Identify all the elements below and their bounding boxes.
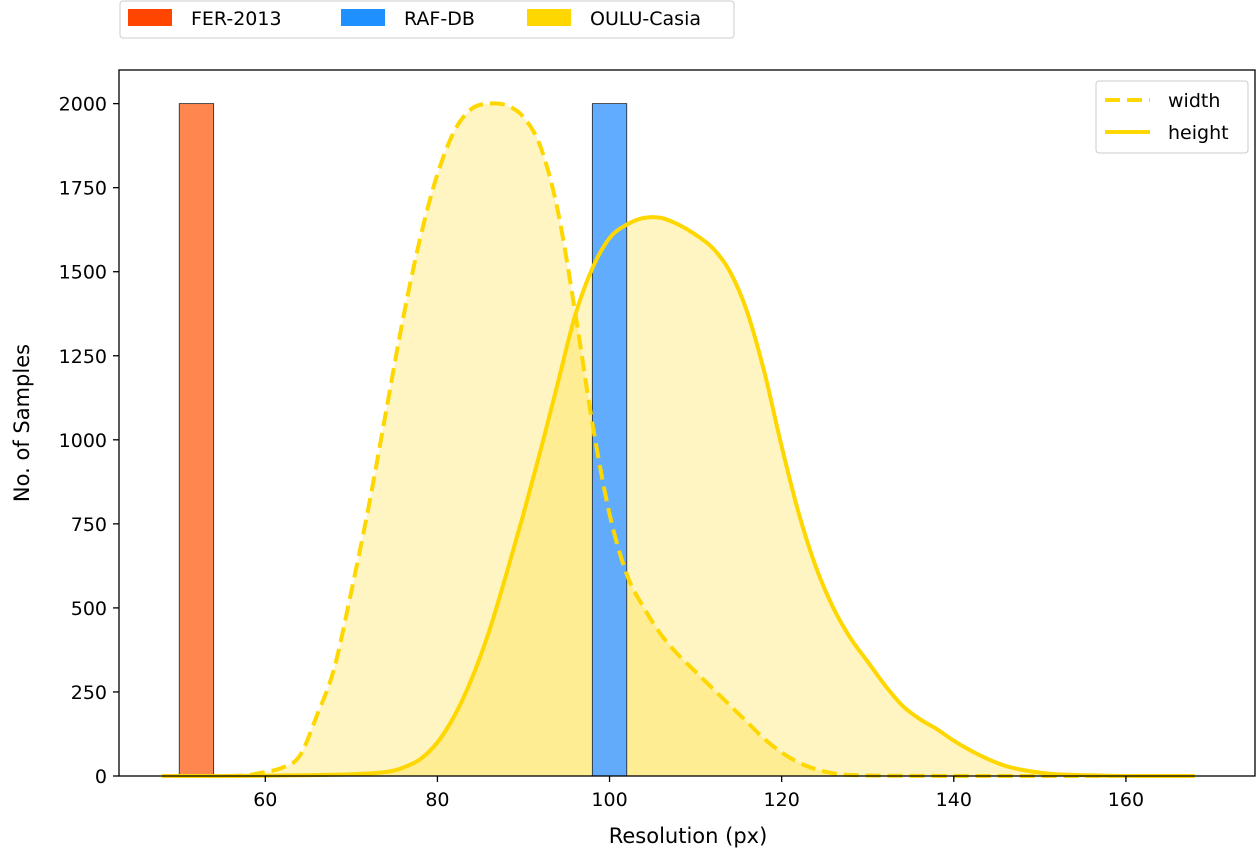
y-tick-label: 0 [95, 766, 107, 788]
y-tick-label: 1250 [59, 346, 107, 368]
legend-label: FER-2013 [191, 8, 282, 30]
x-tick-label: 160 [1108, 789, 1144, 811]
legend-label: OULU-Casia [590, 8, 701, 30]
y-axis-title: No. of Samples [10, 344, 34, 502]
area-height [162, 217, 1195, 777]
y-tick-label: 1500 [59, 262, 107, 284]
legend-swatch-fer-2013 [128, 9, 172, 26]
legend-swatch-oulu-casia [527, 9, 571, 26]
line-width [161, 101, 1195, 779]
legend-label: height [1168, 122, 1229, 144]
y-tick-label: 500 [71, 598, 107, 620]
y-tick-label: 1750 [59, 178, 107, 200]
y-axis-ticks: 0 250 500 750 1000 1250 1500 1750 2000 [59, 94, 119, 788]
x-tick-label: 120 [764, 789, 800, 811]
legend-label: RAF-DB [404, 8, 475, 30]
dataset-legend-frame [119, 0, 735, 39]
dataset-legend: FER-2013 RAF-DB OULU-Casia [119, 0, 735, 39]
x-axis-ticks: 60 80 100 120 140 160 [253, 776, 1144, 811]
bars [178, 103, 628, 777]
curve-fills [162, 103, 1195, 777]
x-axis-title: Resolution (px) [609, 824, 768, 848]
y-tick-label: 250 [71, 682, 107, 704]
curve-lines [161, 101, 1195, 779]
line-height [161, 215, 1195, 779]
legend-label: width [1168, 90, 1220, 112]
legend-swatch-raf-db [341, 9, 385, 26]
bar-raf-db [591, 103, 628, 777]
area-width [162, 103, 1195, 777]
x-tick-label: 140 [936, 789, 972, 811]
bar-fer-2013 [178, 103, 215, 777]
x-tick-label: 100 [591, 789, 627, 811]
curve-legend: width height [1095, 80, 1249, 154]
x-tick-label: 80 [425, 789, 449, 811]
y-tick-label: 2000 [59, 94, 107, 116]
x-tick-label: 60 [253, 789, 277, 811]
y-tick-label: 1000 [59, 430, 107, 452]
y-tick-label: 750 [71, 514, 107, 536]
plot-frame [118, 69, 1256, 777]
